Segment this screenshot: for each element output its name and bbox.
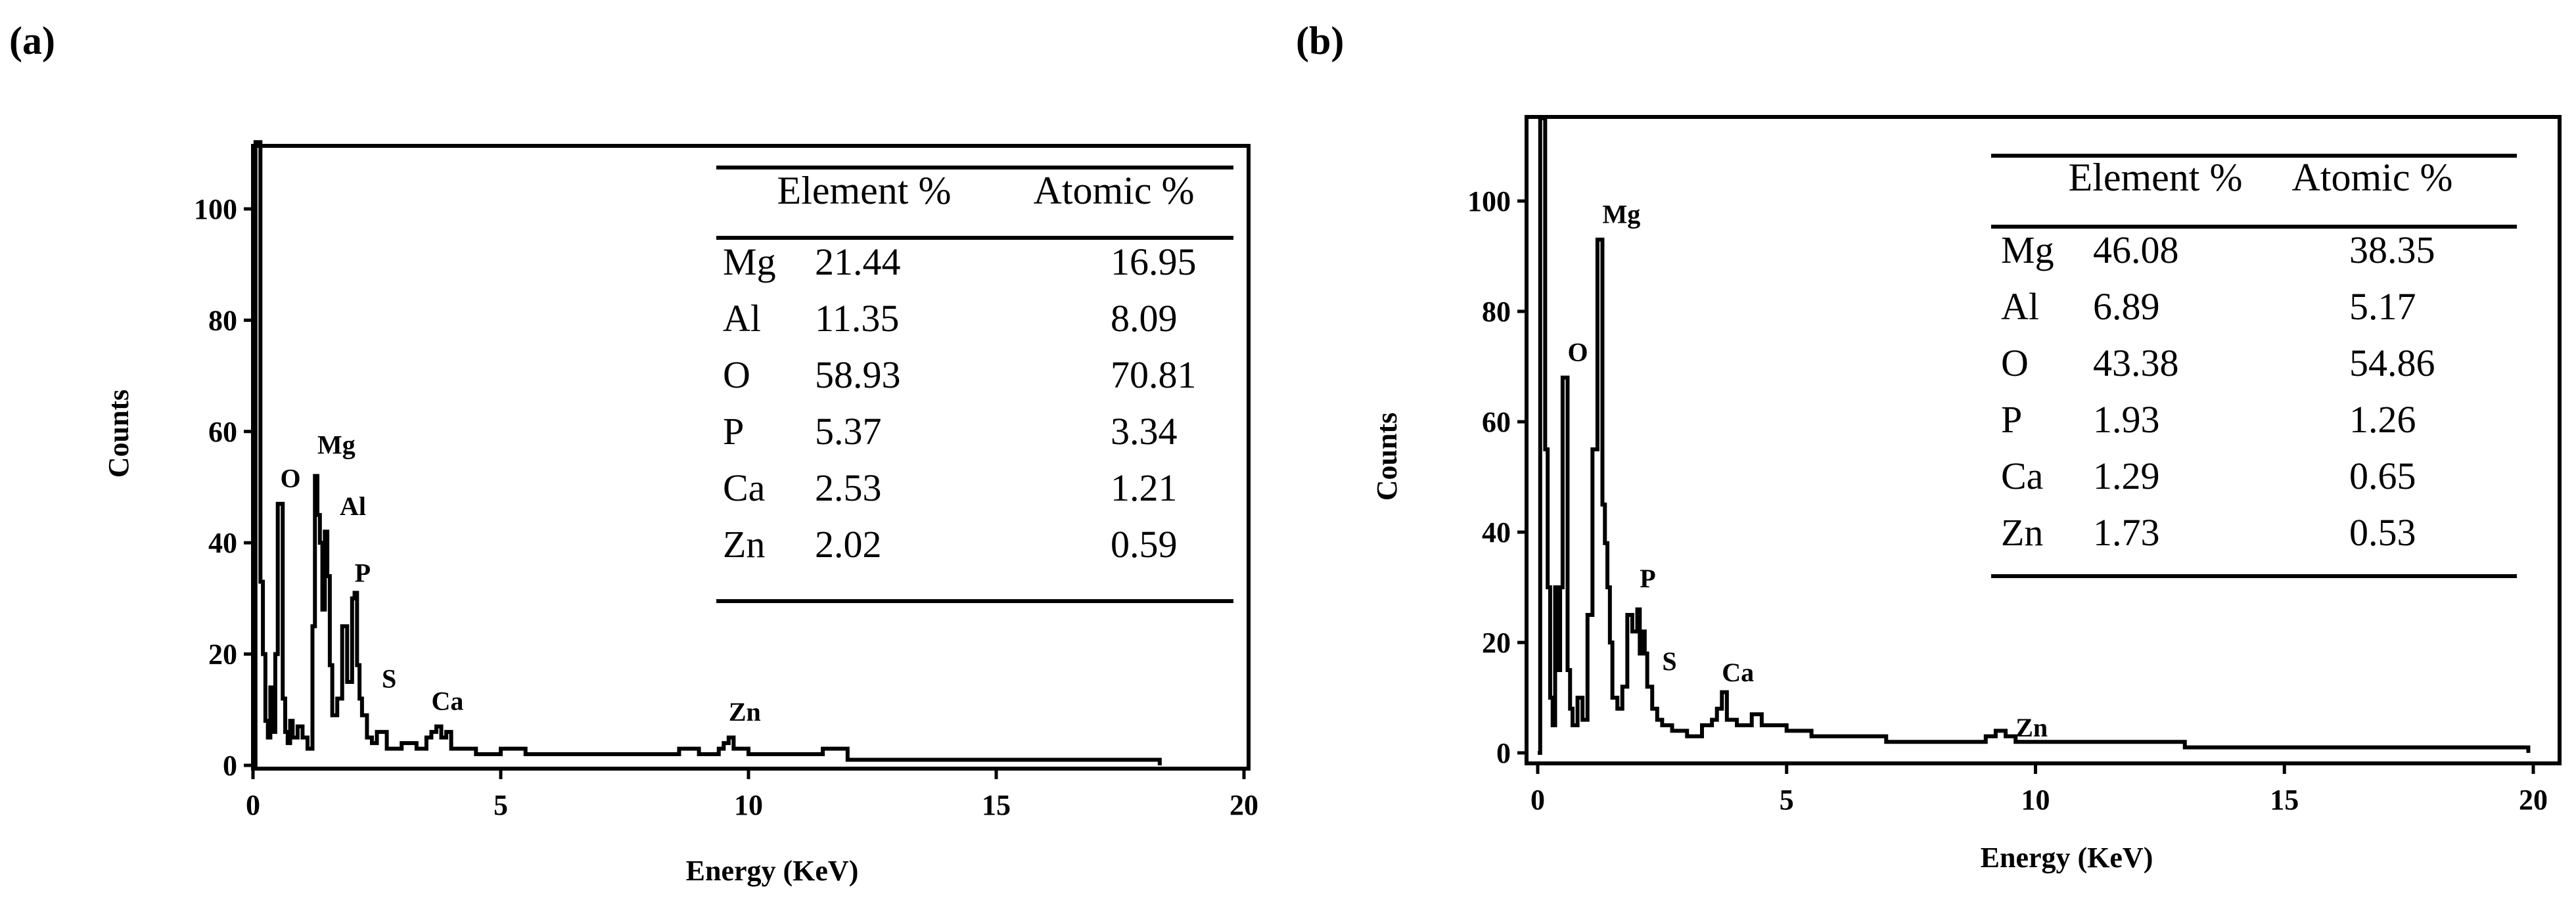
table-cell-atomic-percent: 5.17 — [2349, 285, 2416, 328]
table-cell-element-percent: 43.38 — [2093, 342, 2179, 384]
table-cell-atomic-percent: 0.65 — [2349, 455, 2416, 497]
peak-label-ca: Ca — [1722, 658, 1754, 687]
table-cell-element-name: Zn — [2001, 511, 2043, 554]
peak-label-o: O — [280, 464, 300, 493]
table-cell-element-percent: 1.73 — [2093, 511, 2160, 554]
y-tick-label: 40 — [1482, 516, 1511, 549]
y-tick-label: 20 — [208, 639, 237, 671]
y-axis-label: Counts — [103, 390, 135, 478]
table-cell-element-percent: 46.08 — [2093, 229, 2179, 271]
x-axis-label: Energy (KeV) — [1981, 842, 2153, 874]
y-tick-label: 40 — [208, 527, 237, 559]
peak-label-s: S — [1662, 646, 1676, 676]
table-cell-element-percent: 2.53 — [815, 466, 882, 509]
plot-frame — [1525, 115, 2562, 765]
table-cell-atomic-percent: 8.09 — [1111, 297, 1178, 340]
y-axis-label: Counts — [1371, 413, 1403, 501]
x-axis-label: Energy (KeV) — [686, 855, 859, 887]
table-cell-atomic-percent: 0.59 — [1111, 523, 1178, 566]
table-cell-element-name: Zn — [723, 523, 765, 566]
peak-label-o: O — [1567, 338, 1588, 367]
peak-label-s: S — [382, 664, 396, 693]
table-cell-element-percent: 2.02 — [815, 523, 882, 566]
table-header-element: Element % — [777, 169, 952, 212]
y-tick-label: 20 — [1482, 627, 1511, 659]
table-cell-element-percent: 1.29 — [2093, 455, 2160, 497]
y-tick-label: 0 — [223, 750, 237, 782]
peak-label-zn: Zn — [2015, 713, 2048, 742]
table-header-atomic: Atomic % — [2292, 156, 2453, 199]
x-tick-label: 5 — [1780, 784, 1794, 816]
spectrum-line — [253, 140, 1162, 767]
table-cell-atomic-percent: 70.81 — [1111, 353, 1197, 396]
table-header-element: Element % — [2069, 156, 2243, 199]
table-cell-element-name: Ca — [2001, 455, 2043, 497]
table-cell-atomic-percent: 16.95 — [1111, 240, 1197, 283]
table-cell-element-percent: 11.35 — [815, 297, 899, 340]
table-cell-element-name: Ca — [723, 466, 765, 509]
peak-label-mg: Mg — [317, 430, 356, 460]
peak-label-ca: Ca — [431, 686, 463, 715]
x-tick-label: 5 — [494, 789, 508, 821]
table-cell-element-percent: 5.37 — [815, 410, 882, 453]
table-cell-element-percent: 58.93 — [815, 353, 901, 396]
panel-a: (a) 0 20 40 60 80 100 0 5 10 15 20 Energy (KeV) Count… — [9, 19, 1258, 887]
table-cell-element-name: O — [723, 353, 750, 396]
y-tick-label: 60 — [208, 416, 237, 448]
table-header-atomic: Atomic % — [1034, 169, 1195, 212]
y-tick-label: 0 — [1496, 737, 1511, 769]
table-cell-element-name: Al — [2001, 285, 2039, 328]
x-tick-label: 10 — [2021, 784, 2050, 816]
table-cell-element-name: Mg — [723, 240, 776, 283]
table-cell-element-name: Al — [723, 297, 761, 340]
table-cell-element-percent: 21.44 — [815, 240, 901, 283]
x-tick-label: 10 — [734, 789, 763, 821]
table-cell-atomic-percent: 0.53 — [2349, 511, 2416, 554]
peak-label-p: P — [355, 558, 371, 587]
x-tick-label: 20 — [2519, 784, 2548, 816]
table-cell-element-name: P — [723, 410, 744, 453]
peak-label-zn: Zn — [729, 697, 761, 727]
table-cell-atomic-percent: 1.26 — [2349, 398, 2416, 441]
x-tick-label: 15 — [2270, 784, 2299, 816]
x-tick-label: 20 — [1230, 789, 1258, 821]
table-cell-atomic-percent: 1.21 — [1111, 466, 1178, 509]
table-cell-atomic-percent: 54.86 — [2349, 342, 2435, 384]
plot-frame — [251, 144, 1251, 771]
panel-label: (a) — [9, 19, 55, 62]
table-cell-element-percent: 1.93 — [2093, 398, 2160, 441]
peak-label-p: P — [1640, 564, 1655, 593]
table-cell-atomic-percent: 3.34 — [1111, 410, 1178, 453]
panel-b: (b) 0 20 40 60 80 100 0 5 10 15 20 Energy (KeV) Count… — [1296, 19, 2562, 874]
panel-label: (b) — [1296, 19, 1344, 62]
table-cell-element-percent: 6.89 — [2093, 285, 2160, 328]
y-tick-label: 100 — [194, 193, 237, 225]
x-tick-label: 0 — [246, 789, 260, 821]
y-tick-label: 60 — [1482, 406, 1511, 438]
y-tick-label: 100 — [1467, 185, 1511, 217]
peak-label-al: Al — [340, 491, 366, 521]
table-cell-atomic-percent: 38.35 — [2349, 229, 2435, 271]
x-tick-label: 15 — [982, 789, 1011, 821]
spectrum-line — [1538, 116, 2531, 755]
peak-label-mg: Mg — [1602, 200, 1640, 229]
table-cell-element-name: O — [2001, 342, 2029, 384]
y-tick-label: 80 — [208, 304, 237, 336]
table-cell-element-name: Mg — [2001, 229, 2054, 271]
y-tick-label: 80 — [1482, 296, 1511, 328]
x-tick-label: 0 — [1530, 784, 1545, 816]
table-cell-element-name: P — [2001, 398, 2022, 441]
